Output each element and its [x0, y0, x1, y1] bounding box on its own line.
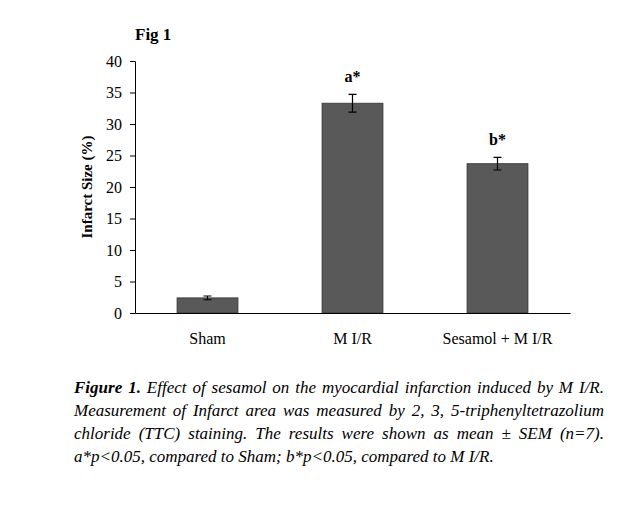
error-bar-line [204, 296, 212, 300]
y-tick: 10 [106, 242, 135, 259]
bar [467, 164, 528, 313]
y-tick: 20 [106, 179, 135, 196]
y-tick: 25 [106, 147, 135, 164]
error-bar [349, 94, 357, 112]
x-tick-label: Sham [189, 330, 226, 347]
y-axis: 0 5 10 15 20 25 30 35 40 [106, 53, 136, 322]
y-tick: 40 [106, 53, 135, 70]
y-tick: 35 [106, 84, 135, 101]
x-tick-label: M I/R [333, 330, 372, 347]
y-tick-label: 10 [106, 242, 122, 259]
space [141, 378, 147, 397]
annotation: a* [345, 68, 361, 85]
y-tick-label: 35 [106, 84, 122, 101]
y-tick-label: 30 [106, 116, 122, 133]
x-axis: Sham M I/R Sesamol + M I/R [136, 313, 571, 347]
y-tick: 15 [106, 210, 135, 227]
x-tick: Sesamol + M I/R [443, 313, 553, 347]
y-axis-title: Infarct Size (%) [79, 135, 96, 238]
error-bar-line [349, 94, 357, 112]
caption-text: Effect of sesamol on the myocardial infa… [74, 378, 604, 466]
caption: Figure 1. Effect of sesamol on the myoca… [74, 376, 604, 468]
y-tick: 30 [106, 116, 135, 133]
y-tick-mark [130, 250, 135, 251]
error-bar [494, 157, 502, 170]
y-tick-mark [130, 187, 135, 188]
y-tick: 5 [114, 273, 135, 290]
error-bar-line [494, 157, 502, 170]
y-tick-label: 0 [114, 305, 122, 322]
x-tick: M I/R [333, 313, 372, 347]
y-tick-mark [130, 282, 135, 283]
y-axis-line [130, 62, 136, 314]
y-tick-mark [130, 156, 135, 157]
plot-area [177, 94, 528, 313]
x-tick-label: Sesamol + M I/R [443, 330, 553, 347]
caption-title: Figure 1. [74, 378, 141, 397]
annotation: b* [489, 131, 506, 148]
y-tick-label: 20 [106, 179, 122, 196]
y-tick-mark [130, 61, 135, 62]
y-tick-label: 15 [106, 210, 122, 227]
y-tick-mark [130, 93, 135, 94]
x-tick: Sham [189, 313, 226, 347]
x-axis-line [136, 313, 571, 314]
y-tick-label: 25 [106, 147, 122, 164]
y-tick-mark [130, 219, 135, 220]
y-tick-label: 5 [114, 273, 122, 290]
y-tick-label: 40 [106, 53, 122, 70]
bar [322, 103, 383, 313]
title: Fig 1 [135, 25, 171, 44]
y-tick: 0 [114, 305, 135, 322]
y-tick-mark [130, 313, 135, 314]
y-tick-mark [130, 124, 135, 125]
error-bar [204, 296, 212, 300]
